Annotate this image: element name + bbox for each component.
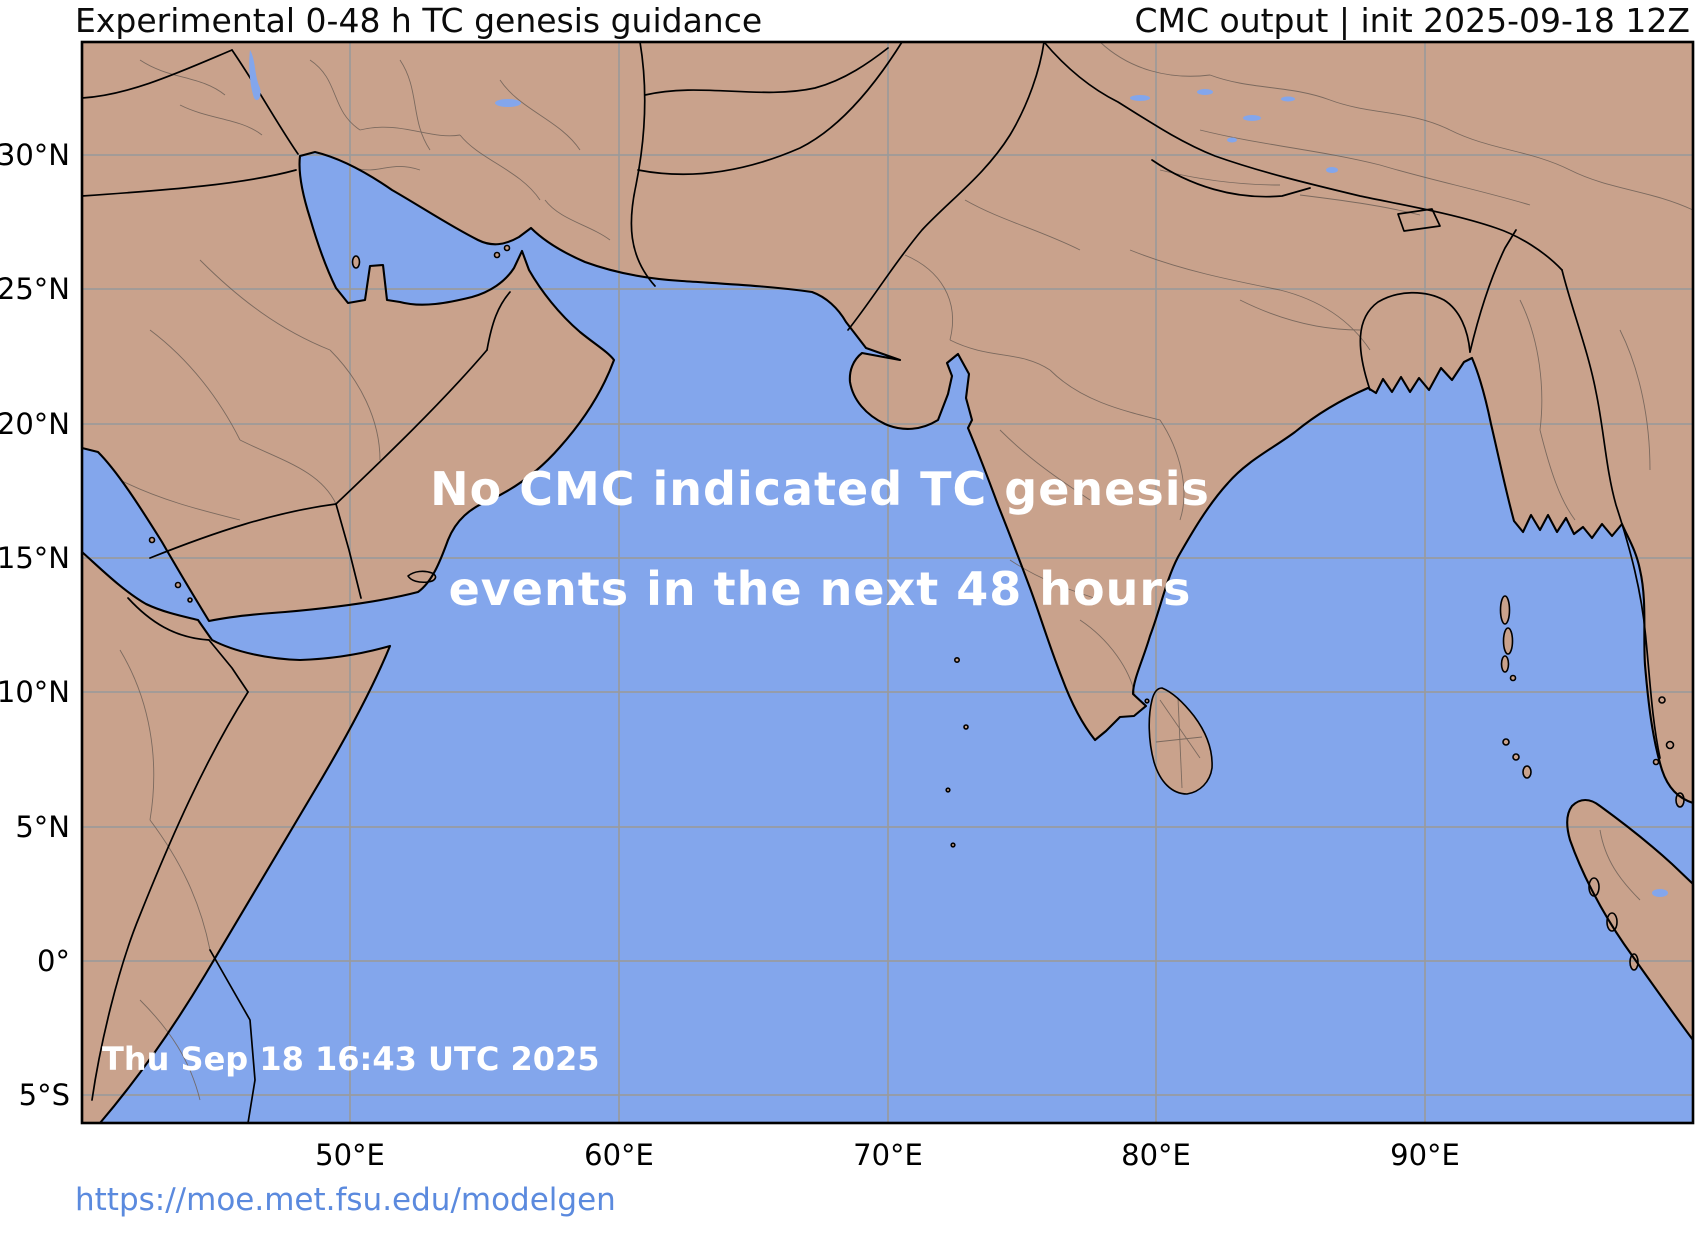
map-title-right: CMC output | init 2025-09-18 12Z (1134, 1, 1690, 40)
lat-axis: 30°N 25°N 20°N 15°N 10°N 5°N 0° 5°S (0, 138, 70, 1112)
state-borders (119, 41, 1694, 1101)
map-frame (80, 40, 1695, 1125)
lon-label: 60°E (584, 1138, 654, 1172)
lon-axis: 50°E 60°E 70°E 80°E 90°E (315, 1138, 1460, 1172)
lat-label: 5°N (15, 810, 70, 844)
lon-label: 70°E (853, 1138, 923, 1172)
lon-label: 50°E (315, 1138, 385, 1172)
lon-label: 80°E (1121, 1138, 1191, 1172)
no-genesis-message-line1: No CMC indicated TC genesis (430, 462, 1210, 516)
lat-label: 0° (37, 944, 70, 978)
lat-label: 25°N (0, 272, 70, 306)
lat-label: 30°N (0, 138, 70, 172)
lat-label: 20°N (0, 407, 70, 441)
lakes (249, 50, 1668, 897)
lat-label: 10°N (0, 675, 70, 709)
modelgen-link[interactable]: https://moe.met.fsu.edu/modelgen (75, 1182, 616, 1218)
map-timestamp: Thu Sep 18 16:43 UTC 2025 (102, 1040, 600, 1078)
lon-label: 90°E (1390, 1138, 1460, 1172)
lat-label: 15°N (0, 541, 70, 575)
lat-label: 5°S (19, 1078, 70, 1112)
no-genesis-message-line2: events in the next 48 hours (448, 562, 1192, 616)
map-title-left: Experimental 0-48 h TC genesis guidance (75, 1, 762, 40)
country-borders (81, 41, 1661, 1124)
